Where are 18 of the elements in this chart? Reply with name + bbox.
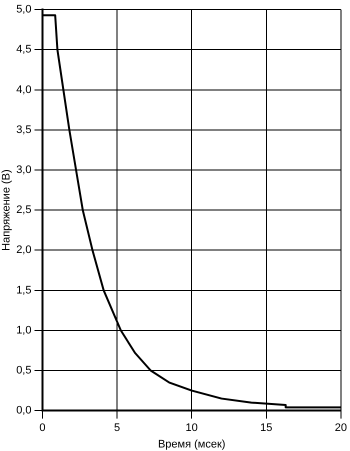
x-tick-label: 5 bbox=[114, 422, 120, 434]
x-tick-label: 15 bbox=[260, 422, 272, 434]
y-tick-label: 0,5 bbox=[16, 364, 32, 377]
y-tick-label: 4,5 bbox=[16, 44, 32, 56]
y-tick-label: 3,5 bbox=[16, 124, 32, 136]
y-tick-label: 2,0 bbox=[16, 244, 32, 256]
y-axis-title: Напряжение (В) bbox=[0, 169, 13, 251]
y-tick-label: 4,0 bbox=[16, 84, 32, 96]
x-tick-label: 0 bbox=[39, 422, 46, 434]
y-tick-label: 5,0 bbox=[16, 4, 32, 16]
x-tick-label: 20 bbox=[334, 422, 348, 434]
y-tick-label: 1,0 bbox=[16, 324, 32, 336]
y-tick-label: 1,5 bbox=[16, 284, 32, 296]
x-axis-title: Время (мсек) bbox=[158, 438, 226, 450]
y-tick-label: 3,0 bbox=[16, 164, 32, 176]
y-tick-label: 0,0 bbox=[16, 404, 32, 417]
x-tick-label: 10 bbox=[186, 422, 198, 434]
y-tick-label: 2,5 bbox=[16, 204, 32, 216]
